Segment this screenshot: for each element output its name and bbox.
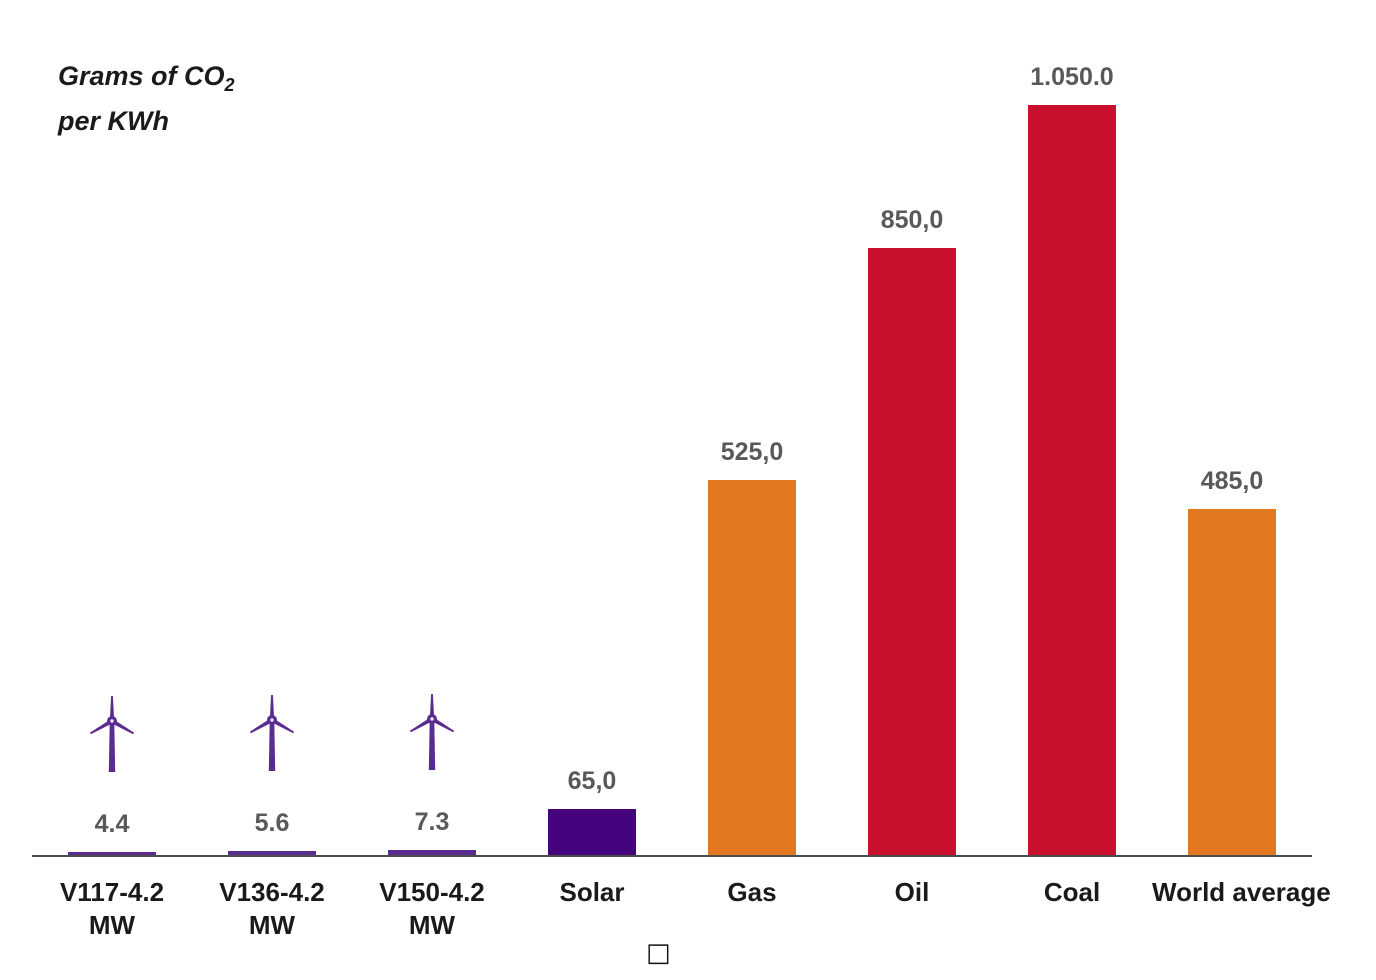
category-label-solar: Solar (512, 876, 672, 942)
bar-column-solar: 65,0 (512, 0, 672, 855)
value-label: 65,0 (567, 767, 617, 795)
title-line-2: per KWh (58, 106, 169, 136)
title-subscript: 2 (224, 75, 235, 95)
category-label-v136: V136-4.2 MW (192, 876, 352, 942)
category-label-world-average: World average (1152, 876, 1331, 942)
category-label-line1: World average (1152, 877, 1331, 907)
bar-column-coal: 1.050.0 (992, 0, 1152, 855)
bar (388, 850, 476, 855)
category-label-coal: Coal (992, 876, 1152, 942)
value-label: 850,0 (880, 206, 944, 234)
category-label-line1: Gas (727, 877, 777, 907)
category-label-line2: MW (88, 910, 136, 940)
category-label-line1: Solar (559, 877, 625, 907)
wind-turbine-icon (409, 694, 455, 770)
category-label-v150: V150-4.2 MW (352, 876, 512, 942)
category-label-line1: V150-4.2 (379, 877, 485, 907)
bar-column-v136: 5.6 (192, 0, 352, 855)
title-line-1: Grams of CO2 (58, 58, 235, 103)
bar (708, 480, 796, 855)
bar-column-v150: 7.3 (352, 0, 512, 855)
category-label-line1: Oil (894, 877, 930, 907)
bar-column-gas: 525,0 (672, 0, 832, 855)
bar-column-v117: 4.4 (32, 0, 192, 855)
category-label-line2: MW (248, 910, 296, 940)
category-label-oil: Oil (832, 876, 992, 942)
value-label: 485,0 (1200, 467, 1264, 495)
wind-turbine-icon (89, 696, 135, 772)
category-label-v117: V117-4.2 MW (32, 876, 192, 942)
value-label: 4.4 (94, 810, 130, 838)
wind-turbine-icon (249, 695, 295, 771)
bar (68, 852, 156, 855)
missing-glyph-square: □ (646, 938, 671, 968)
value-label: 5.6 (254, 809, 290, 837)
x-axis-labels: V117-4.2 MW V136-4.2 MW V150-4.2 MW Sola… (32, 876, 1331, 942)
value-label: 7.3 (414, 808, 450, 836)
category-label-line1: V136-4.2 (219, 877, 325, 907)
bar (548, 809, 636, 855)
bar (1188, 509, 1276, 855)
value-label: 1.050.0 (1030, 63, 1114, 91)
title-line-1-text: Grams of CO (58, 61, 225, 91)
bar-column-world-average: 485,0 (1152, 0, 1312, 855)
category-label-line2: MW (408, 910, 456, 940)
bar-column-oil: 850,0 (832, 0, 992, 855)
bar (868, 248, 956, 855)
chart-plot-area: 4.4 5.6 (32, 0, 1312, 857)
value-label: 525,0 (720, 438, 784, 466)
bar (228, 851, 316, 855)
category-label-line1: V117-4.2 (59, 877, 165, 907)
category-label-gas: Gas (672, 876, 832, 942)
bar (1028, 105, 1116, 855)
category-label-line1: Coal (1043, 877, 1101, 907)
page-title: Grams of CO2 per KWh (58, 58, 235, 139)
